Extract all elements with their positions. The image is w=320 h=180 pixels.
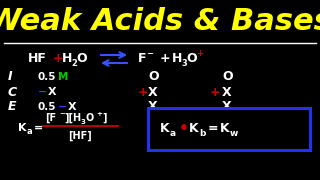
Text: HF: HF bbox=[28, 53, 47, 66]
Text: X: X bbox=[148, 86, 158, 98]
Text: •: • bbox=[179, 122, 189, 136]
Text: a: a bbox=[170, 129, 176, 138]
Text: C: C bbox=[8, 86, 17, 98]
Text: O: O bbox=[186, 53, 196, 66]
Bar bbox=[148, 108, 310, 150]
Text: 2: 2 bbox=[71, 58, 77, 68]
Text: a: a bbox=[27, 127, 33, 136]
Text: =: = bbox=[208, 123, 219, 136]
Text: 0.5: 0.5 bbox=[38, 72, 57, 82]
Text: 3: 3 bbox=[81, 119, 86, 125]
Text: X: X bbox=[222, 100, 232, 114]
Text: E: E bbox=[8, 100, 17, 114]
Text: O: O bbox=[222, 71, 233, 84]
Text: Weak Acids & Bases: Weak Acids & Bases bbox=[0, 8, 320, 37]
Text: +: + bbox=[96, 111, 102, 117]
Text: F: F bbox=[138, 53, 147, 66]
Text: K: K bbox=[160, 123, 170, 136]
Text: [HF]: [HF] bbox=[68, 131, 92, 141]
Text: X: X bbox=[48, 87, 57, 97]
Text: +: + bbox=[210, 86, 220, 98]
Text: ]: ] bbox=[102, 113, 107, 123]
Text: 0.5: 0.5 bbox=[38, 102, 57, 112]
Text: O: O bbox=[86, 113, 94, 123]
Text: K: K bbox=[220, 123, 230, 136]
Text: +: + bbox=[160, 53, 171, 66]
Text: M: M bbox=[58, 72, 68, 82]
Text: −: − bbox=[59, 111, 65, 117]
Text: +: + bbox=[53, 53, 64, 66]
Text: O: O bbox=[148, 71, 159, 84]
Text: H: H bbox=[62, 53, 72, 66]
Text: ][H: ][H bbox=[64, 113, 81, 123]
Text: [F: [F bbox=[45, 113, 56, 123]
Text: w: w bbox=[230, 129, 238, 138]
Text: X: X bbox=[68, 102, 76, 112]
Text: K: K bbox=[189, 123, 199, 136]
Text: H: H bbox=[172, 53, 182, 66]
Text: +: + bbox=[138, 86, 148, 98]
Text: −: − bbox=[146, 50, 153, 59]
Text: −: − bbox=[58, 102, 68, 112]
Text: =: = bbox=[34, 123, 43, 133]
Text: X: X bbox=[222, 86, 232, 98]
Text: −: − bbox=[38, 87, 47, 97]
Text: +: + bbox=[196, 50, 203, 59]
Text: O: O bbox=[76, 53, 87, 66]
Text: I: I bbox=[8, 71, 12, 84]
Text: X: X bbox=[148, 100, 158, 114]
Text: 3: 3 bbox=[181, 58, 187, 68]
Text: K: K bbox=[18, 123, 27, 133]
Text: b: b bbox=[199, 129, 205, 138]
